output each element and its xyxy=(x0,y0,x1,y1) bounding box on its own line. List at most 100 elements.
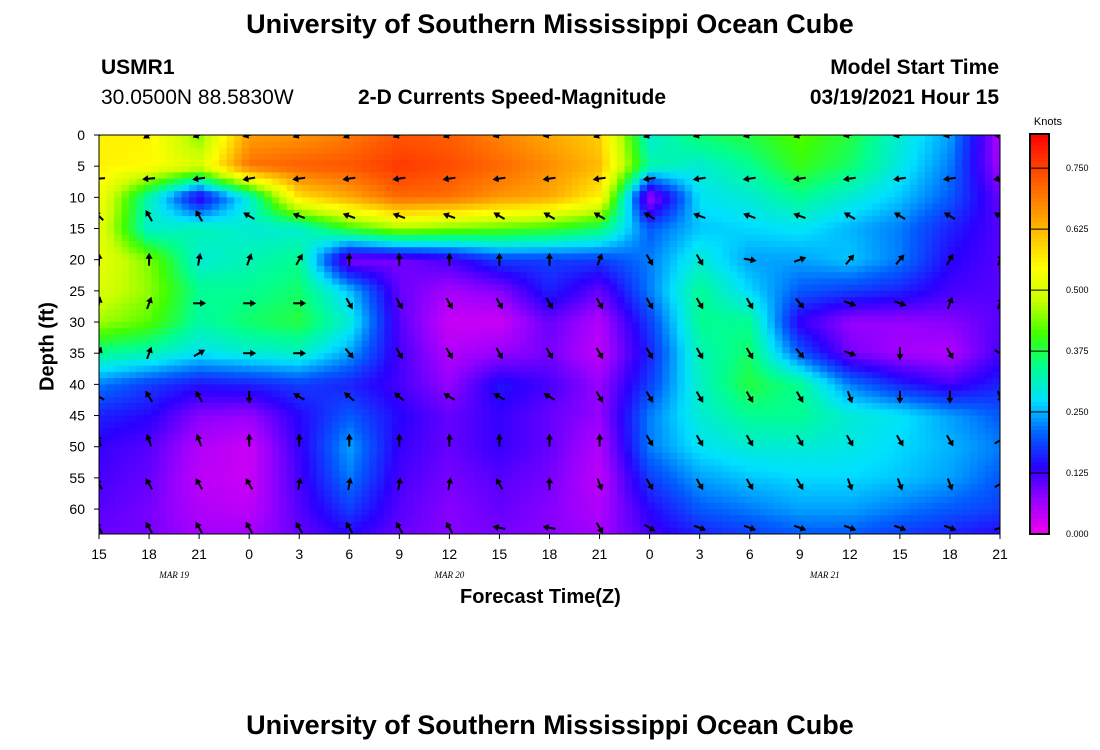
heatmap-cell xyxy=(984,222,994,230)
heatmap-cell xyxy=(662,247,671,255)
heatmap-cell xyxy=(496,197,506,205)
heatmap-cell xyxy=(947,265,956,273)
heatmap-cell xyxy=(654,191,663,198)
heatmap-cell xyxy=(189,166,198,173)
heatmap-cell xyxy=(286,178,295,186)
heatmap-cell xyxy=(677,384,686,392)
heatmap-cell xyxy=(879,141,888,149)
heatmap-cell xyxy=(812,384,821,392)
heatmap-cell xyxy=(879,135,888,142)
heatmap-cell xyxy=(429,309,438,317)
heatmap-cell xyxy=(632,353,641,361)
heatmap-cell xyxy=(624,371,633,379)
heatmap-cell xyxy=(406,365,415,373)
heatmap-cell xyxy=(669,247,678,255)
heatmap-cell xyxy=(819,209,828,217)
heatmap-cell xyxy=(324,153,333,161)
heatmap-cell xyxy=(557,147,566,155)
heatmap-cell xyxy=(451,334,460,342)
heatmap-cell xyxy=(181,390,190,398)
heatmap-cell xyxy=(609,353,618,361)
heatmap-cell xyxy=(481,178,491,186)
heatmap-cell xyxy=(436,166,445,173)
heatmap-cell xyxy=(902,209,911,217)
heatmap-cell xyxy=(144,184,153,192)
heatmap-cell xyxy=(729,378,738,385)
heatmap-cell xyxy=(729,159,738,167)
heatmap-cell xyxy=(737,340,746,348)
heatmap-cell xyxy=(234,265,243,273)
heatmap-cell xyxy=(301,328,310,336)
heatmap-cell xyxy=(579,147,588,155)
heatmap-cell xyxy=(354,147,363,155)
heatmap-cell xyxy=(444,197,453,205)
heatmap-cell xyxy=(759,247,768,255)
heatmap-cell xyxy=(909,290,919,298)
heatmap-cell xyxy=(669,371,678,379)
heatmap-cell xyxy=(624,284,633,292)
heatmap-cell xyxy=(264,322,273,329)
heatmap-cell xyxy=(309,322,318,329)
heatmap-cell xyxy=(684,303,693,311)
heatmap-cell xyxy=(136,178,145,186)
heatmap-cell xyxy=(151,322,160,329)
heatmap-cell xyxy=(234,197,243,205)
heatmap-cell xyxy=(692,191,701,198)
heatmap-cell xyxy=(249,315,258,323)
heatmap-cell xyxy=(534,253,543,261)
heatmap-cell xyxy=(421,147,430,155)
heatmap-cell xyxy=(639,340,648,348)
heatmap-cell xyxy=(159,172,168,180)
heatmap-cell xyxy=(804,191,813,198)
heatmap-cell xyxy=(384,328,393,336)
heatmap-cell xyxy=(196,359,205,367)
heatmap-cell xyxy=(286,297,295,304)
heatmap-cell xyxy=(316,178,325,186)
heatmap-cell xyxy=(384,209,393,217)
heatmap-cell xyxy=(271,297,280,304)
heatmap-cell xyxy=(271,272,280,279)
heatmap-cell xyxy=(279,259,288,267)
heatmap-cell xyxy=(519,378,528,385)
heatmap-cell xyxy=(234,378,243,385)
heatmap-cell xyxy=(917,322,926,329)
heatmap-cell xyxy=(662,297,671,304)
heatmap-cell xyxy=(414,178,423,186)
heatmap-cell xyxy=(549,322,558,329)
heatmap-cell xyxy=(136,222,145,230)
heatmap-cell xyxy=(444,234,453,242)
heatmap-cell xyxy=(129,203,138,211)
heatmap-cell xyxy=(369,303,378,311)
heatmap-cell xyxy=(797,166,806,173)
heatmap-cell xyxy=(572,290,581,298)
heatmap-cell xyxy=(977,315,986,323)
heatmap-cell xyxy=(714,272,723,279)
heatmap-cell xyxy=(812,240,821,248)
heatmap-cell xyxy=(767,197,776,205)
heatmap-cell xyxy=(887,159,896,167)
heatmap-cell xyxy=(541,259,551,267)
heatmap-cell xyxy=(309,384,318,392)
heatmap-cell xyxy=(669,322,678,329)
heatmap-cell xyxy=(534,141,543,149)
heatmap-cell xyxy=(917,184,926,192)
heatmap-cell xyxy=(894,234,903,242)
heatmap-cell xyxy=(301,178,310,186)
heatmap-cell xyxy=(534,284,543,292)
heatmap-cell xyxy=(421,228,430,236)
heatmap-cell xyxy=(594,247,603,255)
heatmap-cell xyxy=(707,141,716,149)
heatmap-cell xyxy=(572,334,581,342)
heatmap-cell xyxy=(219,153,228,161)
heatmap-cell xyxy=(189,228,198,236)
heatmap-cell xyxy=(226,309,235,317)
heatmap-cell xyxy=(857,209,866,217)
heatmap-cell xyxy=(587,172,596,180)
heatmap-cell xyxy=(684,209,693,217)
heatmap-cell xyxy=(324,303,333,311)
heatmap-cell xyxy=(361,378,370,385)
heatmap-cell xyxy=(579,184,588,192)
heatmap-cell xyxy=(429,315,438,323)
heatmap-cell xyxy=(286,222,295,230)
heatmap-cell xyxy=(662,203,671,211)
